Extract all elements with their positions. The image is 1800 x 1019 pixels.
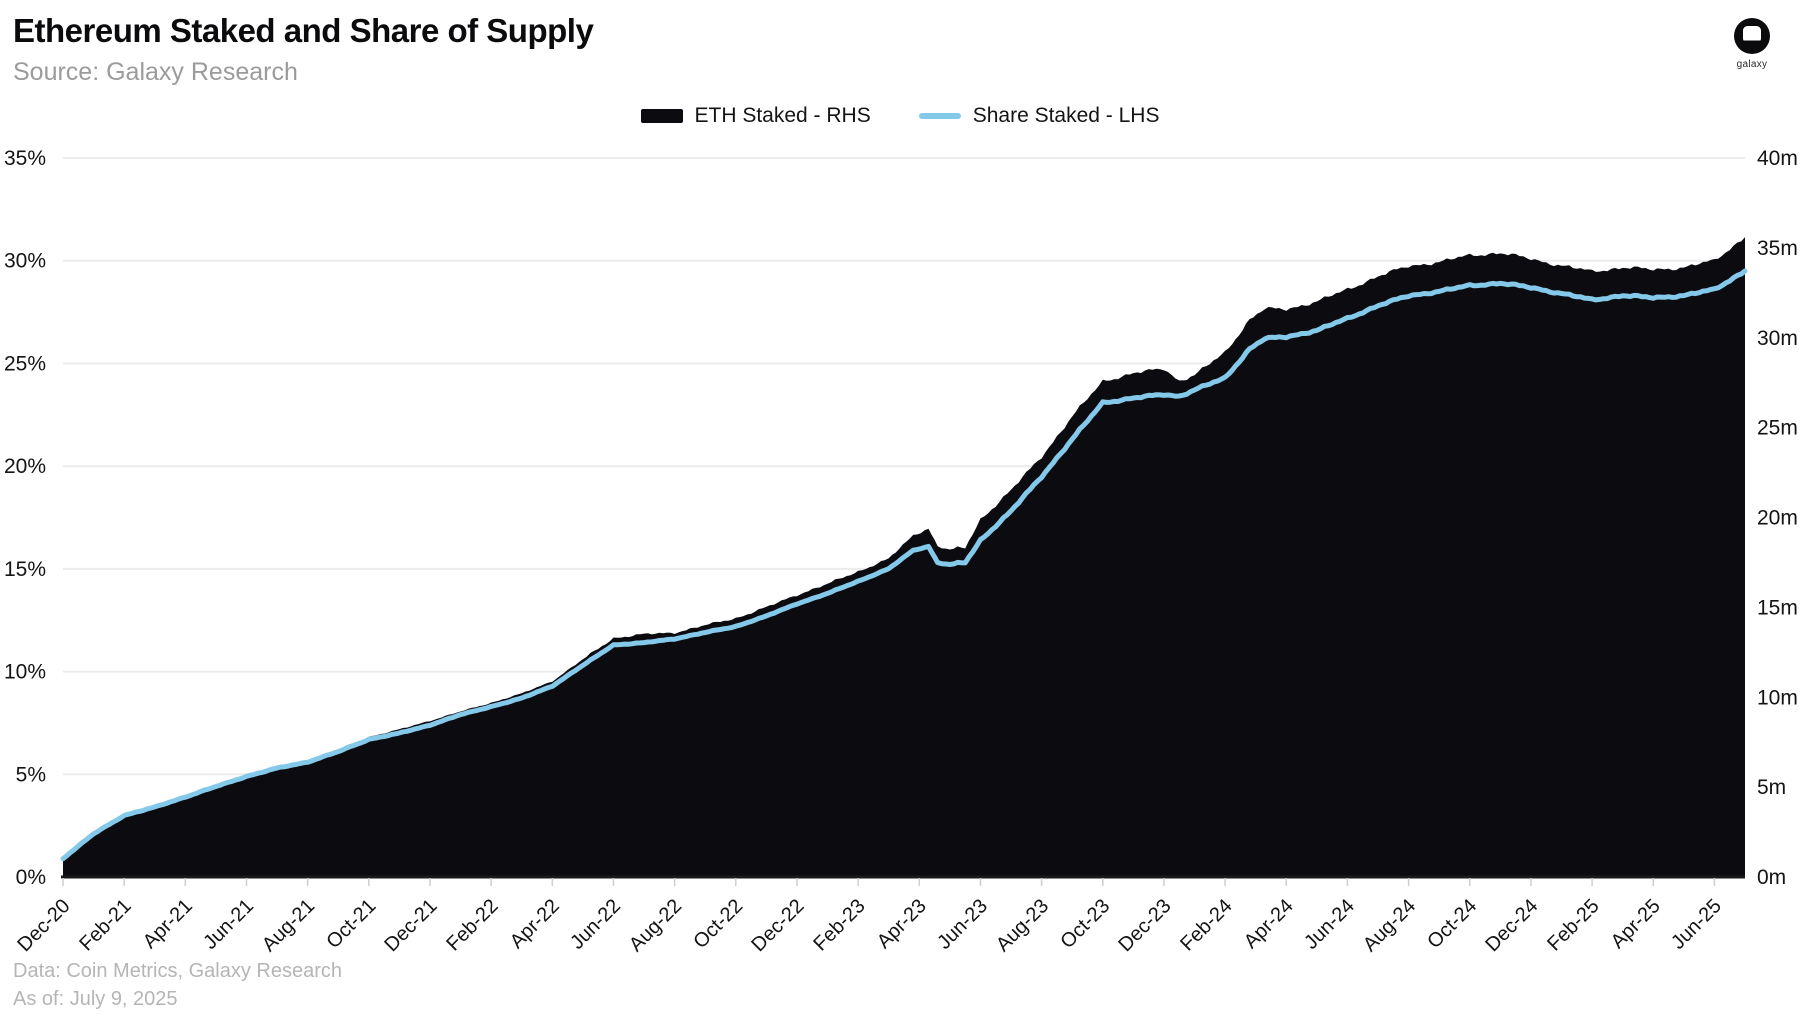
y-left-tick-label: 10%: [4, 661, 46, 684]
x-tick-label: Oct-21: [322, 895, 380, 953]
x-tick-label: Aug-24: [1359, 895, 1420, 956]
x-tick-label: Apr-25: [1607, 895, 1665, 953]
y-left-tick-label: 5%: [16, 763, 46, 786]
y-right-tick-label: 10m: [1757, 686, 1798, 709]
y-left-tick-label: 35%: [4, 147, 46, 170]
x-tick-label: Jun-23: [933, 895, 992, 954]
legend-label: Share Staked - LHS: [972, 104, 1160, 127]
x-tick-label: Feb-23: [809, 895, 869, 955]
x-tick-label: Oct-24: [1423, 895, 1481, 953]
x-tick-label: Jun-21: [199, 895, 258, 954]
legend-item-eth-staked: ETH Staked - RHS: [640, 104, 871, 128]
y-right-tick-label: 5m: [1757, 776, 1786, 799]
y-left-tick-label: 20%: [4, 455, 46, 478]
galaxy-logo: galaxy: [1724, 16, 1780, 70]
x-tick-label: Apr-23: [873, 895, 931, 953]
page-title: Ethereum Staked and Share of Supply: [13, 12, 594, 49]
share-staked-line: [60, 268, 1748, 862]
x-tick-label: Feb-22: [442, 895, 502, 955]
x-tick-label: Feb-21: [75, 895, 135, 955]
legend-label: ETH Staked - RHS: [694, 104, 871, 127]
x-tick-label: Apr-22: [506, 895, 564, 953]
legend-item-share-staked: Share Staked - LHS: [918, 104, 1160, 128]
x-tick-label: Dec-22: [747, 895, 808, 956]
chart-footer: Data: Coin Metrics, Galaxy Research As o…: [13, 960, 342, 1011]
galaxy-logo-icon: [1734, 18, 1770, 54]
x-tick-label: Oct-22: [689, 895, 747, 953]
eth-staked-swatch-icon: [640, 109, 683, 123]
y-right-tick-label: 40m: [1757, 147, 1798, 170]
x-tick-label: Dec-21: [380, 895, 441, 956]
y-left-tick-label: 30%: [4, 250, 46, 273]
y-right-tick-label: 20m: [1757, 507, 1798, 530]
x-tick-label: Aug-23: [992, 895, 1053, 956]
x-tick-label: Aug-22: [625, 895, 686, 956]
y-right-tick-label: 15m: [1757, 596, 1798, 619]
as-of-date: As of: July 9, 2025: [13, 988, 178, 1010]
y-right-tick-label: 30m: [1757, 327, 1798, 350]
x-tick-label: Aug-21: [258, 895, 319, 956]
x-tick-label: Dec-23: [1114, 895, 1175, 956]
y-right-tick-label: 35m: [1757, 237, 1798, 260]
y-right-tick-label: 0m: [1757, 866, 1786, 889]
y-left-tick-label: 15%: [4, 558, 46, 581]
data-source-note: Data: Coin Metrics, Galaxy Research: [13, 960, 343, 982]
y-left-tick-label: 25%: [4, 352, 46, 375]
x-tick-label: Dec-20: [13, 895, 74, 956]
x-tick-label: Feb-25: [1543, 895, 1603, 955]
source-subtitle: Source: Galaxy Research: [13, 58, 298, 86]
galaxy-logo-text: galaxy: [1736, 59, 1768, 70]
y-right-tick-label: 25m: [1757, 417, 1798, 440]
y-left-tick-label: 0%: [16, 866, 46, 889]
x-tick-label: Apr-21: [139, 895, 197, 953]
x-tick-label: Feb-24: [1176, 895, 1236, 955]
chart-legend: ETH Staked - RHS Share Staked - LHS: [0, 104, 1800, 128]
x-tick-label: Oct-23: [1056, 895, 1114, 953]
x-tick-label: Jun-22: [566, 895, 625, 954]
x-tick-label: Dec-24: [1481, 895, 1542, 956]
x-tick-label: Jun-25: [1667, 895, 1726, 954]
x-tick-label: Apr-24: [1240, 895, 1298, 953]
share-staked-swatch-icon: [918, 113, 961, 119]
x-tick-label: Jun-24: [1300, 895, 1359, 954]
